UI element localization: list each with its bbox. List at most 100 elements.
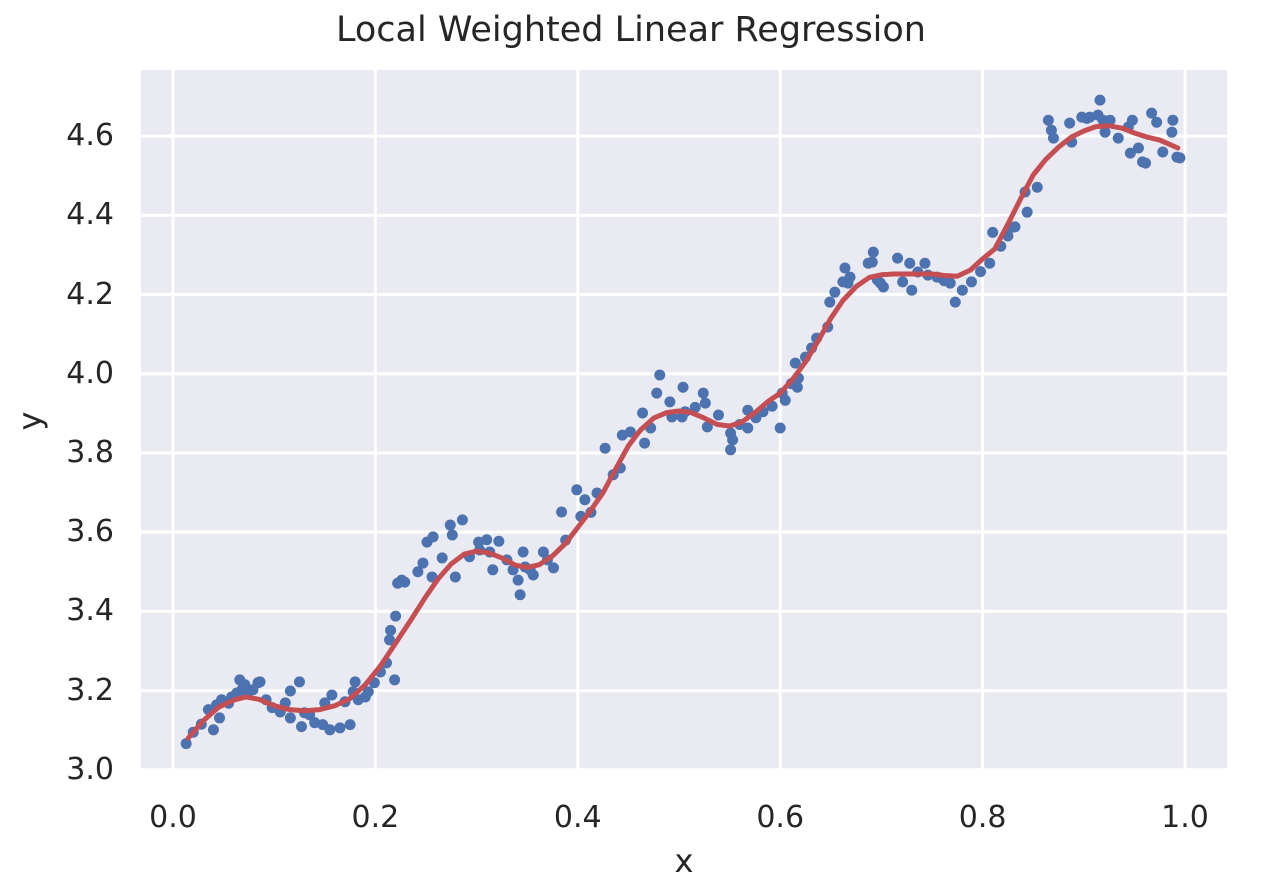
scatter-point <box>699 397 711 409</box>
scatter-point <box>599 442 611 454</box>
scatter-point <box>493 535 505 547</box>
scatter-point <box>296 721 308 733</box>
scatter-point <box>293 676 305 688</box>
scatter-point <box>984 257 996 269</box>
scatter-point <box>512 574 524 586</box>
scatter-point <box>919 257 931 269</box>
scatter-point <box>829 286 841 298</box>
scatter-point <box>1174 152 1186 164</box>
y-axis-label: y <box>11 411 49 431</box>
scatter-point <box>987 226 999 238</box>
scatter-point <box>1042 114 1054 126</box>
scatter-point <box>487 564 499 576</box>
scatter-point <box>1021 206 1033 218</box>
scatter-point <box>1112 132 1124 144</box>
scatter-point <box>897 276 909 288</box>
scatter-point <box>326 689 338 701</box>
plot-area <box>141 70 1227 771</box>
scatter-point <box>384 634 396 646</box>
scatter-point <box>284 712 296 724</box>
scatter-point <box>1140 157 1152 169</box>
scatter-point <box>664 396 676 408</box>
scatter-point <box>779 394 791 406</box>
scatter-point <box>677 381 689 393</box>
scatter-point <box>774 422 786 434</box>
scatter-point <box>1124 147 1136 159</box>
scatter-point <box>1031 181 1043 193</box>
scatter-point <box>436 552 448 564</box>
scatter-point <box>412 566 424 578</box>
scatter-point <box>1167 114 1179 126</box>
y-tick-label: 3.6 <box>66 514 114 550</box>
scatter-point <box>427 531 439 543</box>
scatter-point <box>1064 117 1076 129</box>
scatter-point <box>839 262 851 274</box>
y-tick-label: 4.0 <box>66 355 114 391</box>
scatter-point <box>1146 107 1158 119</box>
x-tick-label: 0.4 <box>553 800 602 835</box>
scatter-point <box>712 409 724 421</box>
scatter-point <box>284 685 296 697</box>
scatter-point <box>481 534 493 546</box>
scatter-point <box>689 401 701 413</box>
scatter-point <box>697 387 709 399</box>
scatter-point <box>789 357 801 369</box>
scatter-point <box>904 257 916 269</box>
scatter-point <box>1047 132 1059 144</box>
scatter-point <box>514 589 526 601</box>
scatter-point <box>399 576 411 588</box>
scatter-point <box>867 246 879 258</box>
x-tick-label: 0.8 <box>958 800 1007 835</box>
scatter-point <box>651 387 663 399</box>
scatter-point <box>214 712 226 724</box>
scatter-point <box>1166 126 1178 138</box>
y-tick-label: 3.2 <box>66 672 114 708</box>
scatter-point <box>446 529 458 541</box>
scatter-point <box>949 296 961 308</box>
y-tick-label: 3.0 <box>66 751 114 787</box>
scatter-point <box>254 676 266 688</box>
scatter-point <box>637 407 649 419</box>
scatter-point <box>385 624 397 636</box>
scatter-point <box>444 519 456 531</box>
scatter-point <box>824 296 836 308</box>
scatter-point <box>556 506 568 518</box>
scatter-point <box>877 281 889 293</box>
scatter-point <box>906 284 918 296</box>
scatter-point <box>324 724 336 736</box>
scatter-point <box>1094 94 1106 106</box>
scatter-point <box>180 738 192 750</box>
scatter-point <box>344 719 356 731</box>
y-tick-label: 3.4 <box>66 593 114 629</box>
scatter-point <box>390 610 402 622</box>
scatter-point <box>517 546 529 558</box>
scatter-point <box>527 569 539 581</box>
scatter-point <box>362 686 374 698</box>
scatter-point <box>844 271 856 283</box>
scatter-point <box>456 514 468 526</box>
scatter-point <box>892 252 904 264</box>
scatter-point <box>727 434 739 446</box>
y-tick-label: 4.4 <box>66 197 114 233</box>
scatter-point <box>956 284 968 296</box>
y-tick-label: 4.2 <box>66 276 114 312</box>
scatter-point <box>389 674 401 686</box>
x-tick-label: 0.6 <box>756 800 805 835</box>
scatter-point <box>1151 116 1163 128</box>
x-tick-label: 0.2 <box>351 800 400 835</box>
scatter-point <box>1157 146 1169 158</box>
scatter-point <box>654 369 666 381</box>
scatter-point <box>1104 114 1116 126</box>
scatter-point <box>334 722 346 734</box>
scatter-point <box>547 562 559 574</box>
regression-line <box>185 123 1181 741</box>
scatter-point <box>449 571 461 583</box>
x-axis-label: x <box>674 842 694 880</box>
scatter-point <box>725 444 737 456</box>
scatter-point <box>742 422 754 434</box>
x-tick-label: 0.0 <box>149 800 197 835</box>
scatter-point <box>1126 114 1138 126</box>
scatter-point <box>571 484 583 496</box>
chart-canvas <box>141 70 1227 771</box>
